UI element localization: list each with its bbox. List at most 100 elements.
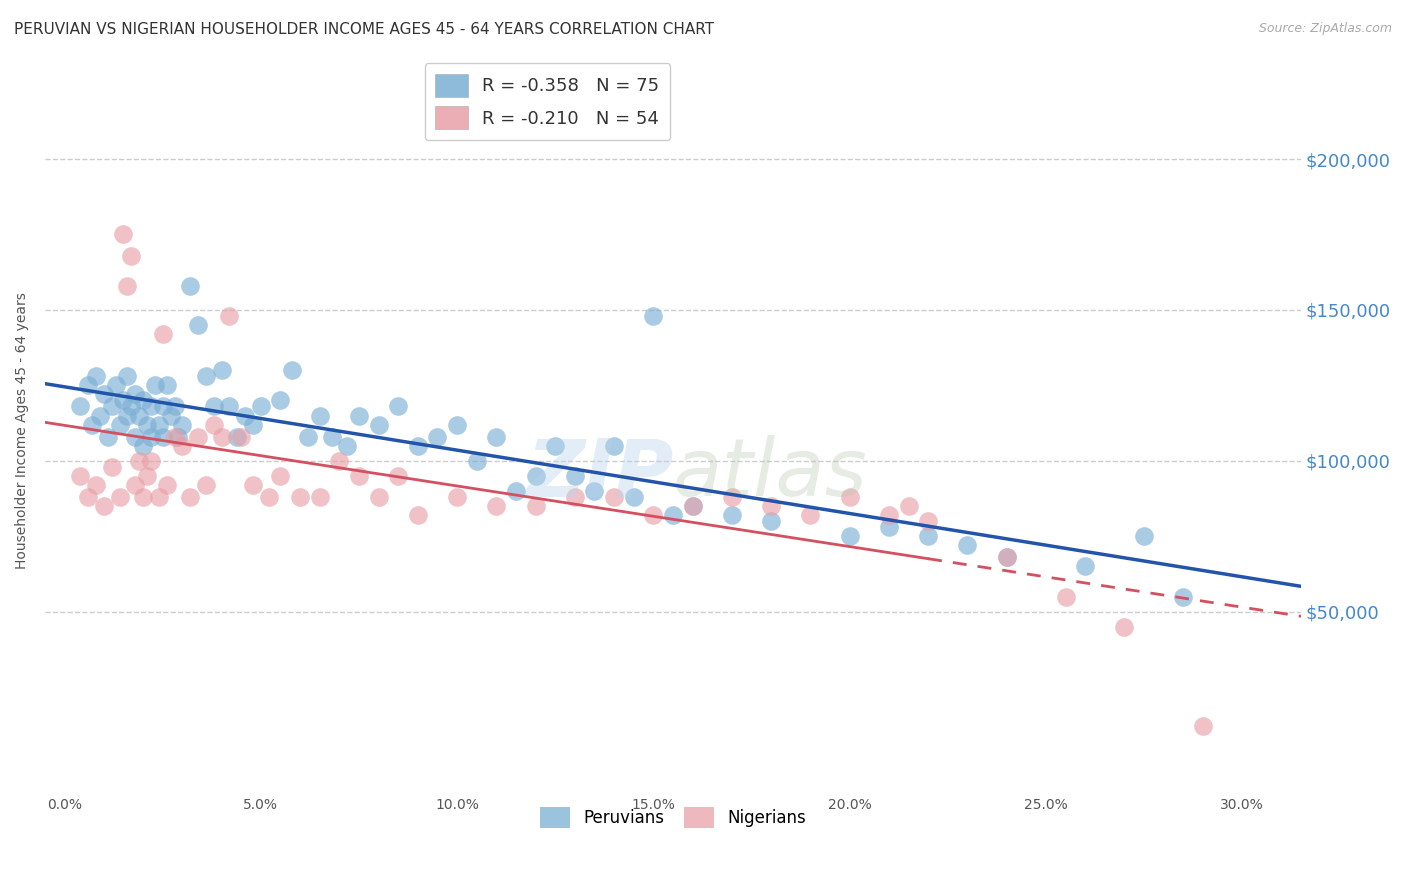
- Point: [603, 490, 626, 504]
- Point: [995, 550, 1018, 565]
- Text: ZIP: ZIP: [526, 435, 673, 513]
- Point: [112, 393, 135, 408]
- Point: [132, 393, 155, 408]
- Point: [132, 439, 155, 453]
- Point: [156, 478, 179, 492]
- Point: [80, 417, 103, 432]
- Point: [308, 409, 330, 423]
- Point: [120, 400, 142, 414]
- Point: [211, 429, 233, 443]
- Point: [128, 454, 150, 468]
- Point: [97, 429, 120, 443]
- Point: [505, 483, 527, 498]
- Point: [84, 478, 107, 492]
- Point: [211, 363, 233, 377]
- Point: [136, 468, 159, 483]
- Point: [721, 490, 744, 504]
- Point: [233, 409, 256, 423]
- Point: [124, 387, 146, 401]
- Point: [1114, 620, 1136, 634]
- Text: Source: ZipAtlas.com: Source: ZipAtlas.com: [1258, 22, 1392, 36]
- Point: [662, 508, 685, 522]
- Legend: Peruvians, Nigerians: Peruvians, Nigerians: [533, 800, 813, 835]
- Point: [202, 400, 225, 414]
- Point: [643, 309, 665, 323]
- Point: [603, 439, 626, 453]
- Point: [956, 538, 979, 552]
- Point: [623, 490, 645, 504]
- Point: [524, 499, 547, 513]
- Point: [148, 490, 170, 504]
- Point: [172, 417, 194, 432]
- Point: [226, 429, 249, 443]
- Point: [124, 429, 146, 443]
- Point: [132, 490, 155, 504]
- Point: [1192, 719, 1215, 733]
- Point: [1133, 529, 1156, 543]
- Point: [69, 468, 91, 483]
- Point: [112, 227, 135, 242]
- Point: [564, 490, 586, 504]
- Text: atlas: atlas: [673, 435, 868, 513]
- Point: [465, 454, 488, 468]
- Point: [446, 490, 468, 504]
- Point: [485, 429, 508, 443]
- Point: [250, 400, 273, 414]
- Point: [269, 468, 291, 483]
- Point: [231, 429, 253, 443]
- Point: [172, 439, 194, 453]
- Point: [120, 249, 142, 263]
- Point: [682, 499, 704, 513]
- Point: [917, 514, 939, 528]
- Point: [187, 429, 209, 443]
- Point: [288, 490, 311, 504]
- Point: [117, 278, 139, 293]
- Point: [218, 400, 240, 414]
- Point: [84, 369, 107, 384]
- Point: [77, 490, 100, 504]
- Point: [194, 369, 217, 384]
- Point: [148, 417, 170, 432]
- Point: [759, 514, 782, 528]
- Point: [367, 490, 389, 504]
- Point: [124, 478, 146, 492]
- Point: [77, 378, 100, 392]
- Point: [179, 278, 201, 293]
- Point: [93, 387, 115, 401]
- Point: [69, 400, 91, 414]
- Point: [367, 417, 389, 432]
- Point: [89, 409, 111, 423]
- Point: [93, 499, 115, 513]
- Point: [194, 478, 217, 492]
- Point: [564, 468, 586, 483]
- Point: [242, 478, 264, 492]
- Point: [156, 378, 179, 392]
- Point: [897, 499, 920, 513]
- Point: [387, 468, 409, 483]
- Point: [152, 326, 174, 341]
- Point: [100, 400, 122, 414]
- Point: [838, 490, 860, 504]
- Point: [242, 417, 264, 432]
- Point: [917, 529, 939, 543]
- Point: [281, 363, 304, 377]
- Point: [218, 309, 240, 323]
- Point: [163, 400, 186, 414]
- Point: [347, 468, 370, 483]
- Point: [117, 409, 139, 423]
- Point: [269, 393, 291, 408]
- Point: [139, 429, 162, 443]
- Point: [544, 439, 567, 453]
- Point: [406, 439, 429, 453]
- Point: [152, 429, 174, 443]
- Point: [136, 417, 159, 432]
- Point: [152, 400, 174, 414]
- Point: [347, 409, 370, 423]
- Point: [995, 550, 1018, 565]
- Point: [139, 400, 162, 414]
- Point: [1074, 559, 1097, 574]
- Point: [179, 490, 201, 504]
- Point: [838, 529, 860, 543]
- Point: [336, 439, 359, 453]
- Point: [682, 499, 704, 513]
